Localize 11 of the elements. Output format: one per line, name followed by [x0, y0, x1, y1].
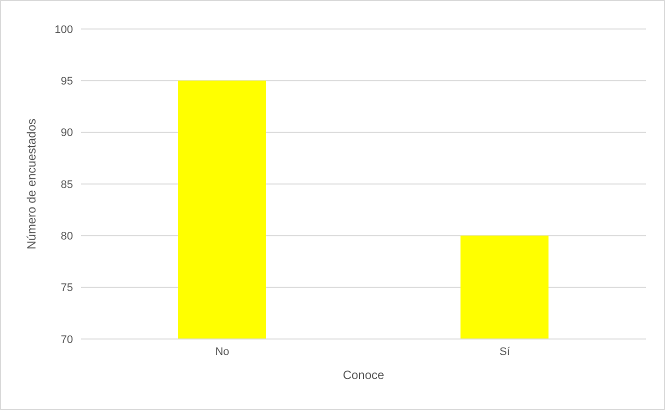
y-tick-label: 95	[60, 76, 73, 88]
x-tick-label: No	[215, 346, 230, 358]
y-tick-label: 85	[60, 178, 73, 191]
y-axis-title: Número de encuestados	[24, 118, 38, 250]
y-tick-label: 80	[60, 230, 73, 243]
x-tick-label: Sí	[500, 346, 511, 358]
y-tick-label: 75	[60, 282, 73, 294]
y-tick-label: 70	[60, 334, 73, 346]
y-tick-label: 90	[60, 127, 73, 140]
y-tick-label: 100	[54, 24, 73, 36]
x-axis-title: Conoce	[342, 368, 384, 382]
